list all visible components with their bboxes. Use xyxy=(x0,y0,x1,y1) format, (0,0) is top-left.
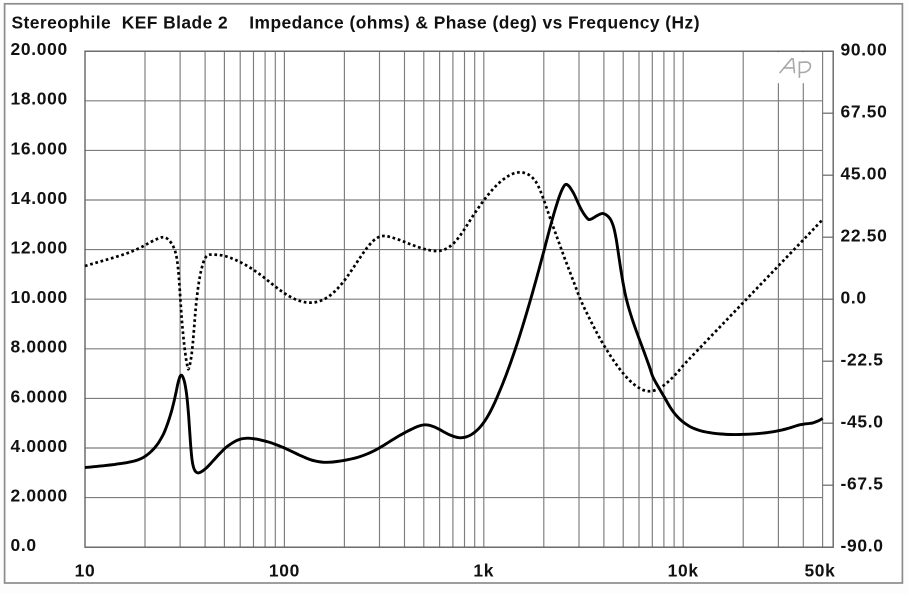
svg-text:100: 100 xyxy=(269,561,300,581)
svg-text:90.00: 90.00 xyxy=(841,40,888,60)
svg-text:-90.0: -90.0 xyxy=(841,536,884,556)
svg-text:Stereophile KEF Blade 2 Im: Stereophile KEF Blade 2 Impedance (ohms)… xyxy=(12,13,700,33)
svg-text:45.00: 45.00 xyxy=(841,164,888,184)
svg-text:-67.5: -67.5 xyxy=(841,474,884,494)
svg-text:10k: 10k xyxy=(668,561,699,581)
svg-text:-22.5: -22.5 xyxy=(841,350,884,370)
svg-text:10.000: 10.000 xyxy=(11,287,68,307)
svg-text:10: 10 xyxy=(75,561,96,581)
svg-text:1k: 1k xyxy=(473,561,494,581)
svg-text:20.000: 20.000 xyxy=(11,39,68,59)
svg-text:4.0000: 4.0000 xyxy=(11,436,68,456)
svg-text:16.000: 16.000 xyxy=(11,138,68,158)
svg-text:18.000: 18.000 xyxy=(11,89,68,109)
svg-text:12.000: 12.000 xyxy=(11,238,68,258)
svg-text:22.50: 22.50 xyxy=(841,226,888,246)
svg-text:8.0000: 8.0000 xyxy=(11,337,68,357)
svg-text:14.000: 14.000 xyxy=(11,188,68,208)
svg-text:0.0: 0.0 xyxy=(841,288,867,308)
svg-text:0.0: 0.0 xyxy=(11,535,37,555)
svg-text:2.0000: 2.0000 xyxy=(11,486,68,506)
svg-text:67.50: 67.50 xyxy=(841,102,888,122)
svg-text:-45.0: -45.0 xyxy=(841,412,884,432)
svg-text:50k: 50k xyxy=(804,561,835,581)
svg-text:6.0000: 6.0000 xyxy=(11,386,68,406)
